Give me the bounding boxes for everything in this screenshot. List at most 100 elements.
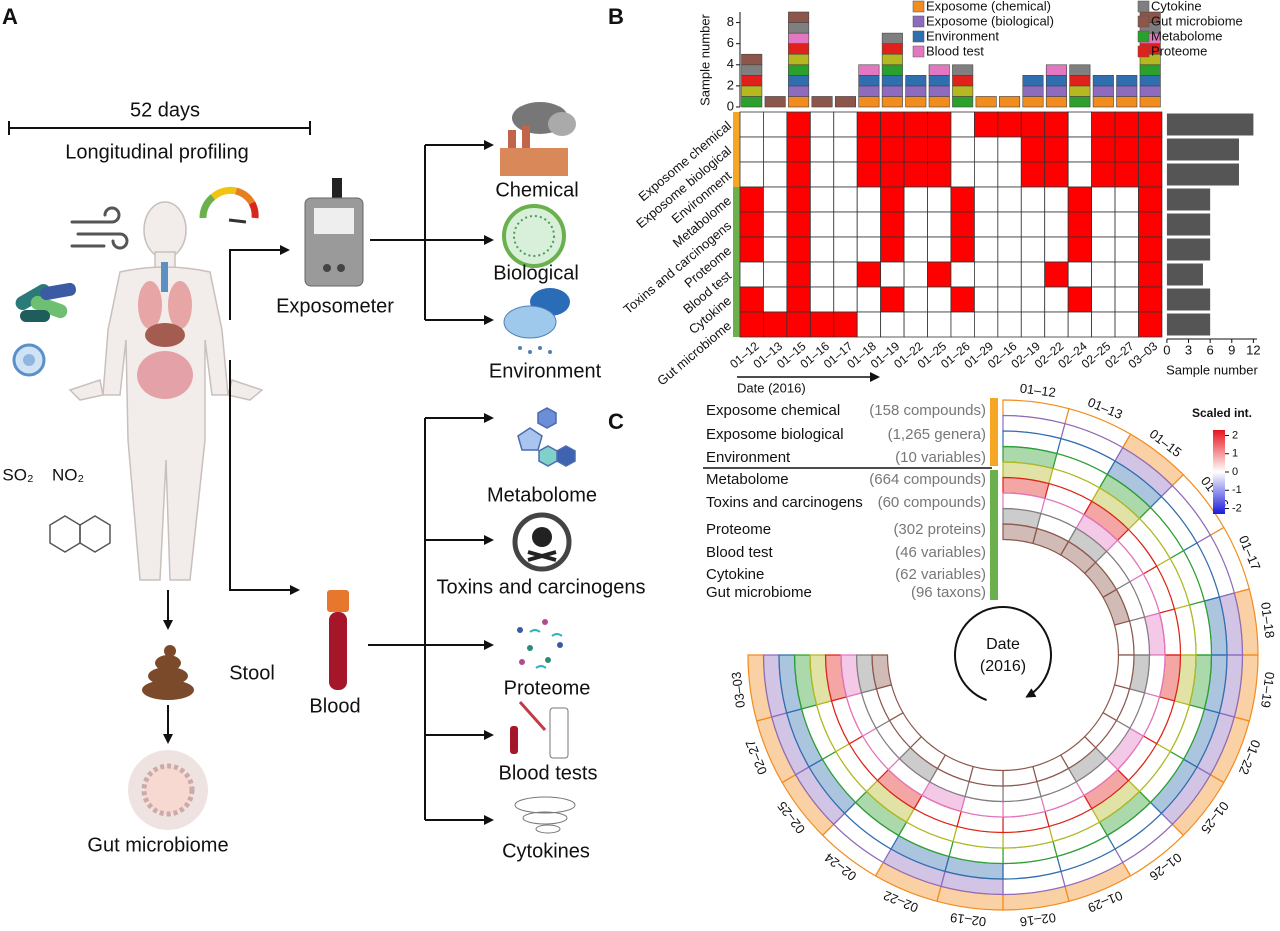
heatmap-cell (809, 311, 835, 338)
ring-sector (1002, 765, 1038, 787)
heatmap-cell (1067, 111, 1093, 138)
heatmap-cell (856, 136, 882, 163)
heatmap-cell (903, 261, 928, 288)
stack-segment (905, 96, 927, 108)
bar (1166, 213, 1211, 236)
heatmap-cell (927, 286, 952, 313)
panel-label: A (2, 4, 18, 29)
heatmap-cell (974, 261, 999, 288)
heatmap-cell (763, 111, 788, 138)
heatmap-cell (786, 186, 811, 213)
naphthalene-icon (49, 515, 111, 553)
wind-icon (70, 206, 129, 250)
heatmap-cell (1114, 286, 1139, 313)
heatmap-cell (809, 161, 835, 188)
exposure-label: Chemical (495, 179, 578, 201)
omics-name: Gut microbiome (706, 584, 812, 601)
center-arrow (954, 606, 1052, 702)
heatmap-cell (880, 261, 905, 288)
heatmap-cell (997, 311, 1022, 338)
heatmap-cell (974, 136, 999, 163)
stack-segment (975, 96, 997, 108)
group-bar (733, 212, 740, 237)
stack-segment (788, 32, 810, 44)
stack-segment (905, 75, 927, 87)
heatmap-cell (786, 236, 811, 263)
stack-segment (928, 64, 950, 76)
stack-segment (952, 64, 974, 76)
flow-arrows (163, 140, 494, 825)
center-label: (2016) (980, 658, 1026, 675)
heatmap-cell (786, 111, 811, 138)
stack-segment (741, 64, 763, 76)
legend-label: Proteome (1151, 43, 1207, 58)
legend-swatch (1137, 30, 1150, 43)
stack-segment (788, 64, 810, 76)
heatmap-cell (997, 211, 1022, 238)
bar (1166, 138, 1239, 161)
heatmap-cell (1138, 186, 1163, 213)
heatmap-cell (1067, 286, 1093, 313)
group-bar (733, 112, 740, 137)
heatmap-cell (1020, 136, 1046, 163)
group-bar (733, 137, 740, 162)
y-tick-label: 8 (727, 14, 734, 29)
heatmap-cell (1114, 211, 1139, 238)
stack-segment (881, 32, 903, 44)
heatmap-cell (974, 211, 999, 238)
heatmap-cell (833, 111, 858, 138)
stack-segment (788, 22, 810, 34)
heatmap-cell (1044, 211, 1069, 238)
stack-segment (858, 64, 880, 76)
heatmap-cell (997, 286, 1022, 313)
heatmap-cell (739, 286, 764, 313)
heatmap-cell (903, 286, 928, 313)
bar (1166, 263, 1203, 286)
heatmap-cell (950, 311, 975, 338)
heatmap-cell (974, 286, 999, 313)
heatmap-cell (1114, 111, 1139, 138)
stack-segment (1069, 96, 1091, 108)
ring-sector (1002, 523, 1038, 545)
heatmap-cell (739, 161, 764, 188)
x-tick-label: 0 (1163, 342, 1170, 357)
heatmap-cell (1091, 261, 1116, 288)
omics-label: Metabolome (487, 484, 597, 506)
y-tick-label: 4 (727, 56, 734, 71)
heatmap-cell (763, 311, 788, 338)
stack-segment (1069, 64, 1091, 76)
heatmap-cell (974, 236, 999, 263)
stack-segment (1139, 75, 1161, 87)
heatmap-cell (927, 261, 952, 288)
organs (137, 262, 193, 399)
heatmap-cell (927, 161, 952, 188)
pills-icon (15, 282, 76, 322)
ring-date-label: 01–18 (1258, 601, 1278, 639)
panel-label: B (608, 4, 624, 29)
heatmap-cell (739, 111, 764, 138)
heatmap-cell (903, 186, 928, 213)
stack-segment (834, 96, 857, 108)
stack-segment (1116, 96, 1138, 108)
omics-label: Toxins and carcinogens (436, 576, 645, 598)
timeline (8, 121, 311, 135)
heatmap-cell (1138, 161, 1163, 188)
stack-segment (1045, 96, 1067, 108)
panel-a: A 52 days Longitudinal profiling (2, 4, 646, 862)
stack-segment (1022, 96, 1044, 108)
heatmap-cell (1044, 311, 1069, 338)
omics-count: (158 compounds) (869, 402, 986, 419)
heatmap-cell (950, 136, 975, 163)
caption: Longitudinal profiling (65, 141, 248, 163)
stack-segment (858, 75, 880, 87)
heatmap-cell (950, 211, 975, 238)
heatmap-cell (1044, 161, 1069, 188)
heatmap-cell (950, 111, 975, 138)
ring-date-label: 01–12 (1019, 380, 1057, 400)
stack-segment (881, 64, 903, 76)
heatmap-cell (1020, 161, 1046, 188)
stack-segment (741, 85, 763, 97)
colorbar (1213, 430, 1225, 514)
heatmap-cell (1067, 236, 1093, 263)
x-tick-label: 3 (1185, 342, 1192, 357)
